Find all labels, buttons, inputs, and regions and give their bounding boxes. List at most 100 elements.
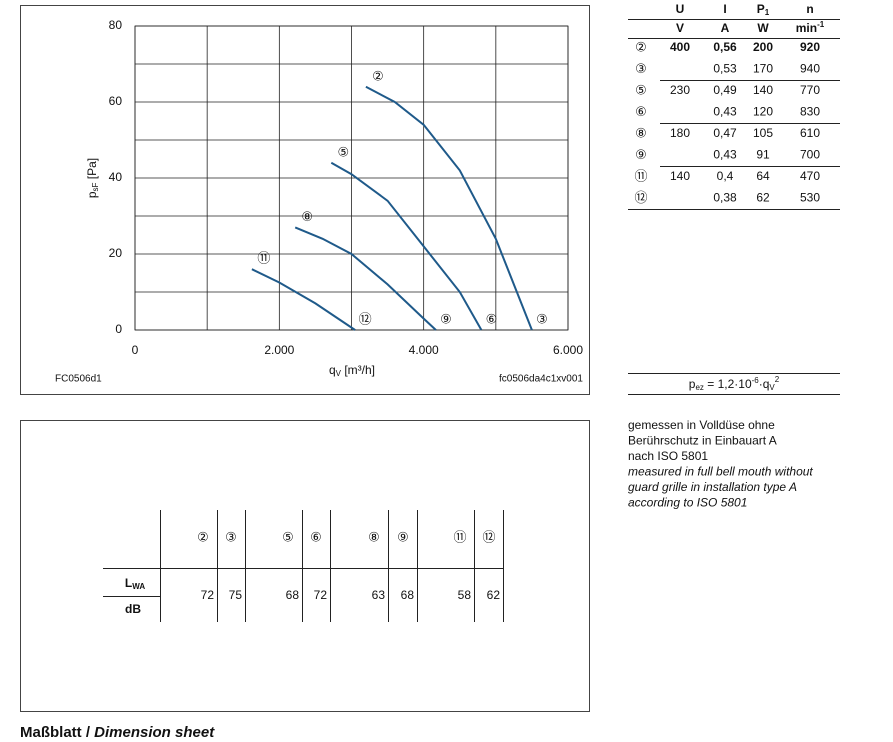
superscript: -1 bbox=[817, 20, 825, 29]
note-line: gemessen in Volldüse ohne bbox=[628, 418, 775, 432]
note-line: Berührschutz in Einbauart A bbox=[628, 434, 777, 448]
row-marker: ⑫ bbox=[634, 191, 647, 206]
sound-frame bbox=[20, 420, 590, 712]
subscript: WA bbox=[132, 582, 145, 591]
footer-bold: Maßblatt / bbox=[20, 724, 94, 741]
table-cell: 0,53 bbox=[713, 62, 737, 76]
table-cell: 770 bbox=[800, 83, 820, 97]
table-cell: 170 bbox=[753, 62, 773, 76]
plot-border bbox=[134, 25, 569, 331]
curve-label: ⑪ bbox=[257, 252, 270, 267]
table-cell: 105 bbox=[753, 126, 773, 140]
column-unit: min-1 bbox=[796, 20, 825, 35]
unit: V bbox=[676, 21, 684, 35]
curve bbox=[294, 226, 437, 331]
curve-label: ⑫ bbox=[359, 313, 372, 328]
operating-table: UV IA P1 Wn min-1 ② 400 0,56 200 920 ③ 0,53 170 940 ⑤ 2… bbox=[628, 2, 840, 210]
table-cell: 91 bbox=[756, 148, 770, 162]
x-tick-label: 4.000 bbox=[409, 343, 439, 357]
table-cell: 120 bbox=[753, 105, 773, 119]
column-marker: ⑨ bbox=[397, 531, 409, 546]
x-tick-label: 2.000 bbox=[264, 343, 294, 357]
subscript: V bbox=[336, 369, 342, 378]
subscript: V bbox=[769, 383, 775, 392]
sound-value: 72 bbox=[201, 588, 215, 602]
column-header: I bbox=[723, 2, 726, 16]
row-marker: ⑥ bbox=[635, 105, 647, 120]
unit: A bbox=[721, 21, 730, 35]
note-line: nach ISO 5801 bbox=[628, 449, 708, 463]
sound-value: 63 bbox=[372, 588, 386, 602]
unit: min bbox=[796, 21, 817, 35]
column-marker: ⑤ bbox=[282, 531, 294, 546]
curve-label: ② bbox=[372, 69, 384, 84]
table-cell: 470 bbox=[800, 169, 820, 183]
row-marker: ⑪ bbox=[634, 170, 647, 185]
y-tick-label: 60 bbox=[109, 94, 123, 108]
sound-value: 62 bbox=[487, 588, 501, 602]
sound-value: 75 bbox=[229, 588, 243, 602]
table-cell: 610 bbox=[800, 126, 820, 140]
y-tick-label: 40 bbox=[109, 170, 123, 184]
note-line: measured in full bell mouth without bbox=[628, 465, 813, 479]
table-cell: 700 bbox=[800, 148, 820, 162]
table-cell: 920 bbox=[800, 40, 820, 54]
symbol: p bbox=[85, 191, 99, 198]
column-unit: V bbox=[676, 21, 684, 35]
unit: W bbox=[757, 21, 769, 35]
column-marker: ⑪ bbox=[453, 531, 466, 546]
footer: Maßblatt / Dimension sheet bbox=[20, 724, 215, 741]
symbol: L bbox=[125, 576, 132, 590]
column-marker: ⑫ bbox=[482, 531, 495, 546]
table-cell: 0,43 bbox=[713, 105, 737, 119]
column-marker: ⑧ bbox=[368, 531, 380, 546]
symbol: U bbox=[676, 2, 685, 16]
y-tick-label: 80 bbox=[109, 18, 123, 32]
subscript: 1 bbox=[765, 8, 770, 17]
table-cell: 0,4 bbox=[717, 169, 734, 183]
table-cell: 0,49 bbox=[713, 83, 737, 97]
table-cell: 230 bbox=[670, 83, 690, 97]
superscript: -6 bbox=[752, 376, 760, 385]
curve-label: ⑨ bbox=[440, 313, 452, 328]
chart-note: fc0506da4c1xv001 bbox=[499, 374, 583, 385]
curve-label: ③ bbox=[536, 313, 548, 328]
symbol: I bbox=[723, 2, 726, 16]
sound-label: LWA bbox=[125, 576, 145, 591]
column-unit: W bbox=[757, 21, 769, 35]
table-cell: 140 bbox=[753, 83, 773, 97]
x-axis-label: qV [m³/h] bbox=[329, 363, 375, 378]
curve-label: ⑥ bbox=[486, 313, 498, 328]
column-marker: ⑥ bbox=[310, 531, 322, 546]
row-marker: ⑤ bbox=[635, 84, 647, 99]
table-cell: 64 bbox=[756, 169, 770, 183]
notes: gemessen in Volldüse ohne Berührschutz in… bbox=[628, 418, 813, 510]
y-tick-label: 20 bbox=[109, 246, 123, 260]
sound-table: ② 72 ③ 75 ⑤ 68 ⑥ 72 ⑧ 63 ⑨ 68 ⑪ 58 ⑫ 62 LWA dB bbox=[103, 510, 504, 622]
chart-note: FC0506d1 bbox=[55, 374, 102, 385]
column-header: n bbox=[806, 2, 813, 16]
table-cell: 200 bbox=[753, 40, 773, 54]
curve-label: ⑤ bbox=[337, 145, 349, 160]
superscript: 2 bbox=[775, 375, 780, 384]
curve bbox=[251, 268, 356, 331]
formula: pez = 1,2·10-6·qV2 bbox=[689, 375, 780, 392]
symbol: n bbox=[806, 2, 813, 16]
footer-italic: Dimension sheet bbox=[94, 724, 215, 741]
unit: [m³/h] bbox=[341, 363, 375, 377]
row-marker: ③ bbox=[635, 62, 647, 77]
curve bbox=[365, 85, 533, 331]
symbol: P bbox=[757, 2, 765, 16]
row-marker: ⑧ bbox=[635, 127, 647, 142]
table-cell: 0,38 bbox=[713, 191, 737, 205]
column-unit: A bbox=[721, 21, 730, 35]
table-cell: 62 bbox=[756, 191, 770, 205]
sound-value: 58 bbox=[458, 588, 472, 602]
x-tick-label: 6.000 bbox=[553, 343, 583, 357]
row-marker: ② bbox=[635, 41, 647, 56]
table-cell: 830 bbox=[800, 105, 820, 119]
column-marker: ② bbox=[197, 531, 209, 546]
symbol: q bbox=[329, 363, 336, 377]
column-marker: ③ bbox=[225, 531, 237, 546]
sound-value: 68 bbox=[286, 588, 300, 602]
